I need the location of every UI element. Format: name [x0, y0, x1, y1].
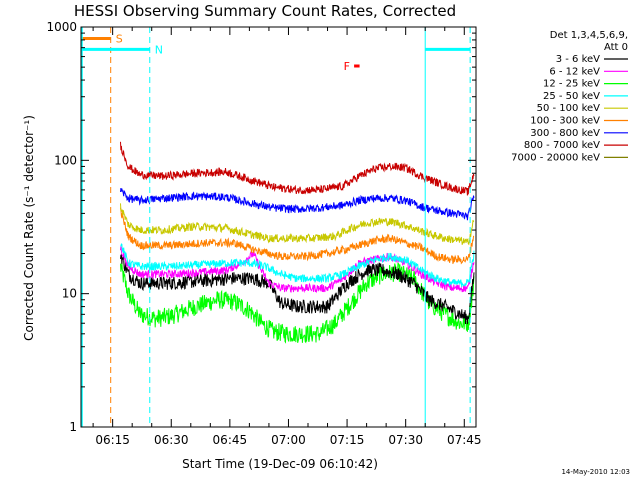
series-line-1: [120, 246, 475, 294]
series-line-6: [120, 188, 475, 221]
y-tick-label: 100: [54, 153, 77, 167]
y-tick-label: 1000: [46, 20, 77, 34]
x-tick-label: 07:15: [330, 433, 365, 447]
series-line-7: [120, 141, 475, 196]
legend-header-line: Det 1,3,4,5,6,9,: [550, 30, 628, 41]
annotation-label-s: S: [116, 32, 123, 45]
series-line-0: [120, 253, 475, 325]
annotation-layer: S N F: [81, 27, 471, 427]
legend-label: 25 - 50 keV: [543, 91, 600, 102]
x-tick-label: 06:15: [95, 433, 130, 447]
annotation-label-f: F: [344, 60, 350, 73]
y-axis-label: Corrected Count Rate (s⁻¹ detector⁻¹): [22, 115, 36, 341]
legend-label: 800 - 7000 keV: [524, 140, 600, 151]
legend-label: 12 - 25 keV: [543, 79, 600, 90]
footer-date: 14-May-2010 12:03: [561, 468, 630, 476]
legend-label: 300 - 800 keV: [530, 128, 600, 139]
y-tick-label: 1: [69, 420, 77, 434]
annotation-label-n: N: [155, 43, 163, 56]
legend-label: 50 - 100 keV: [537, 103, 601, 114]
axis-layer: 1 10 100 1000 06:15 06:30 06:45 07:00 07:15 07:30…: [46, 20, 481, 447]
x-tick-label: 07:45: [447, 433, 482, 447]
plot-frame: [80, 26, 477, 428]
x-tick-label: 06:45: [213, 433, 248, 447]
x-tick-label: 06:30: [154, 433, 189, 447]
legend-label: 3 - 6 keV: [556, 54, 600, 65]
legend-label: 100 - 300 keV: [530, 116, 600, 127]
y-tick-label: 10: [62, 287, 77, 301]
series-line-5: [120, 207, 475, 265]
legend-label: 6 - 12 keV: [549, 66, 600, 77]
legend-label: 7000 - 20000 keV: [511, 152, 600, 163]
series-line-4: [120, 203, 475, 246]
x-tick-label: 07:00: [271, 433, 306, 447]
x-axis-label: Start Time (19-Dec-09 06:10:42): [182, 457, 378, 471]
x-tick-label: 07:30: [388, 433, 423, 447]
legend-header-line: Att 0: [604, 42, 628, 53]
series-layer: [120, 141, 475, 344]
series-line-3: [120, 243, 475, 288]
chart-title: HESSI Observing Summary Count Rates, Cor…: [74, 2, 456, 20]
